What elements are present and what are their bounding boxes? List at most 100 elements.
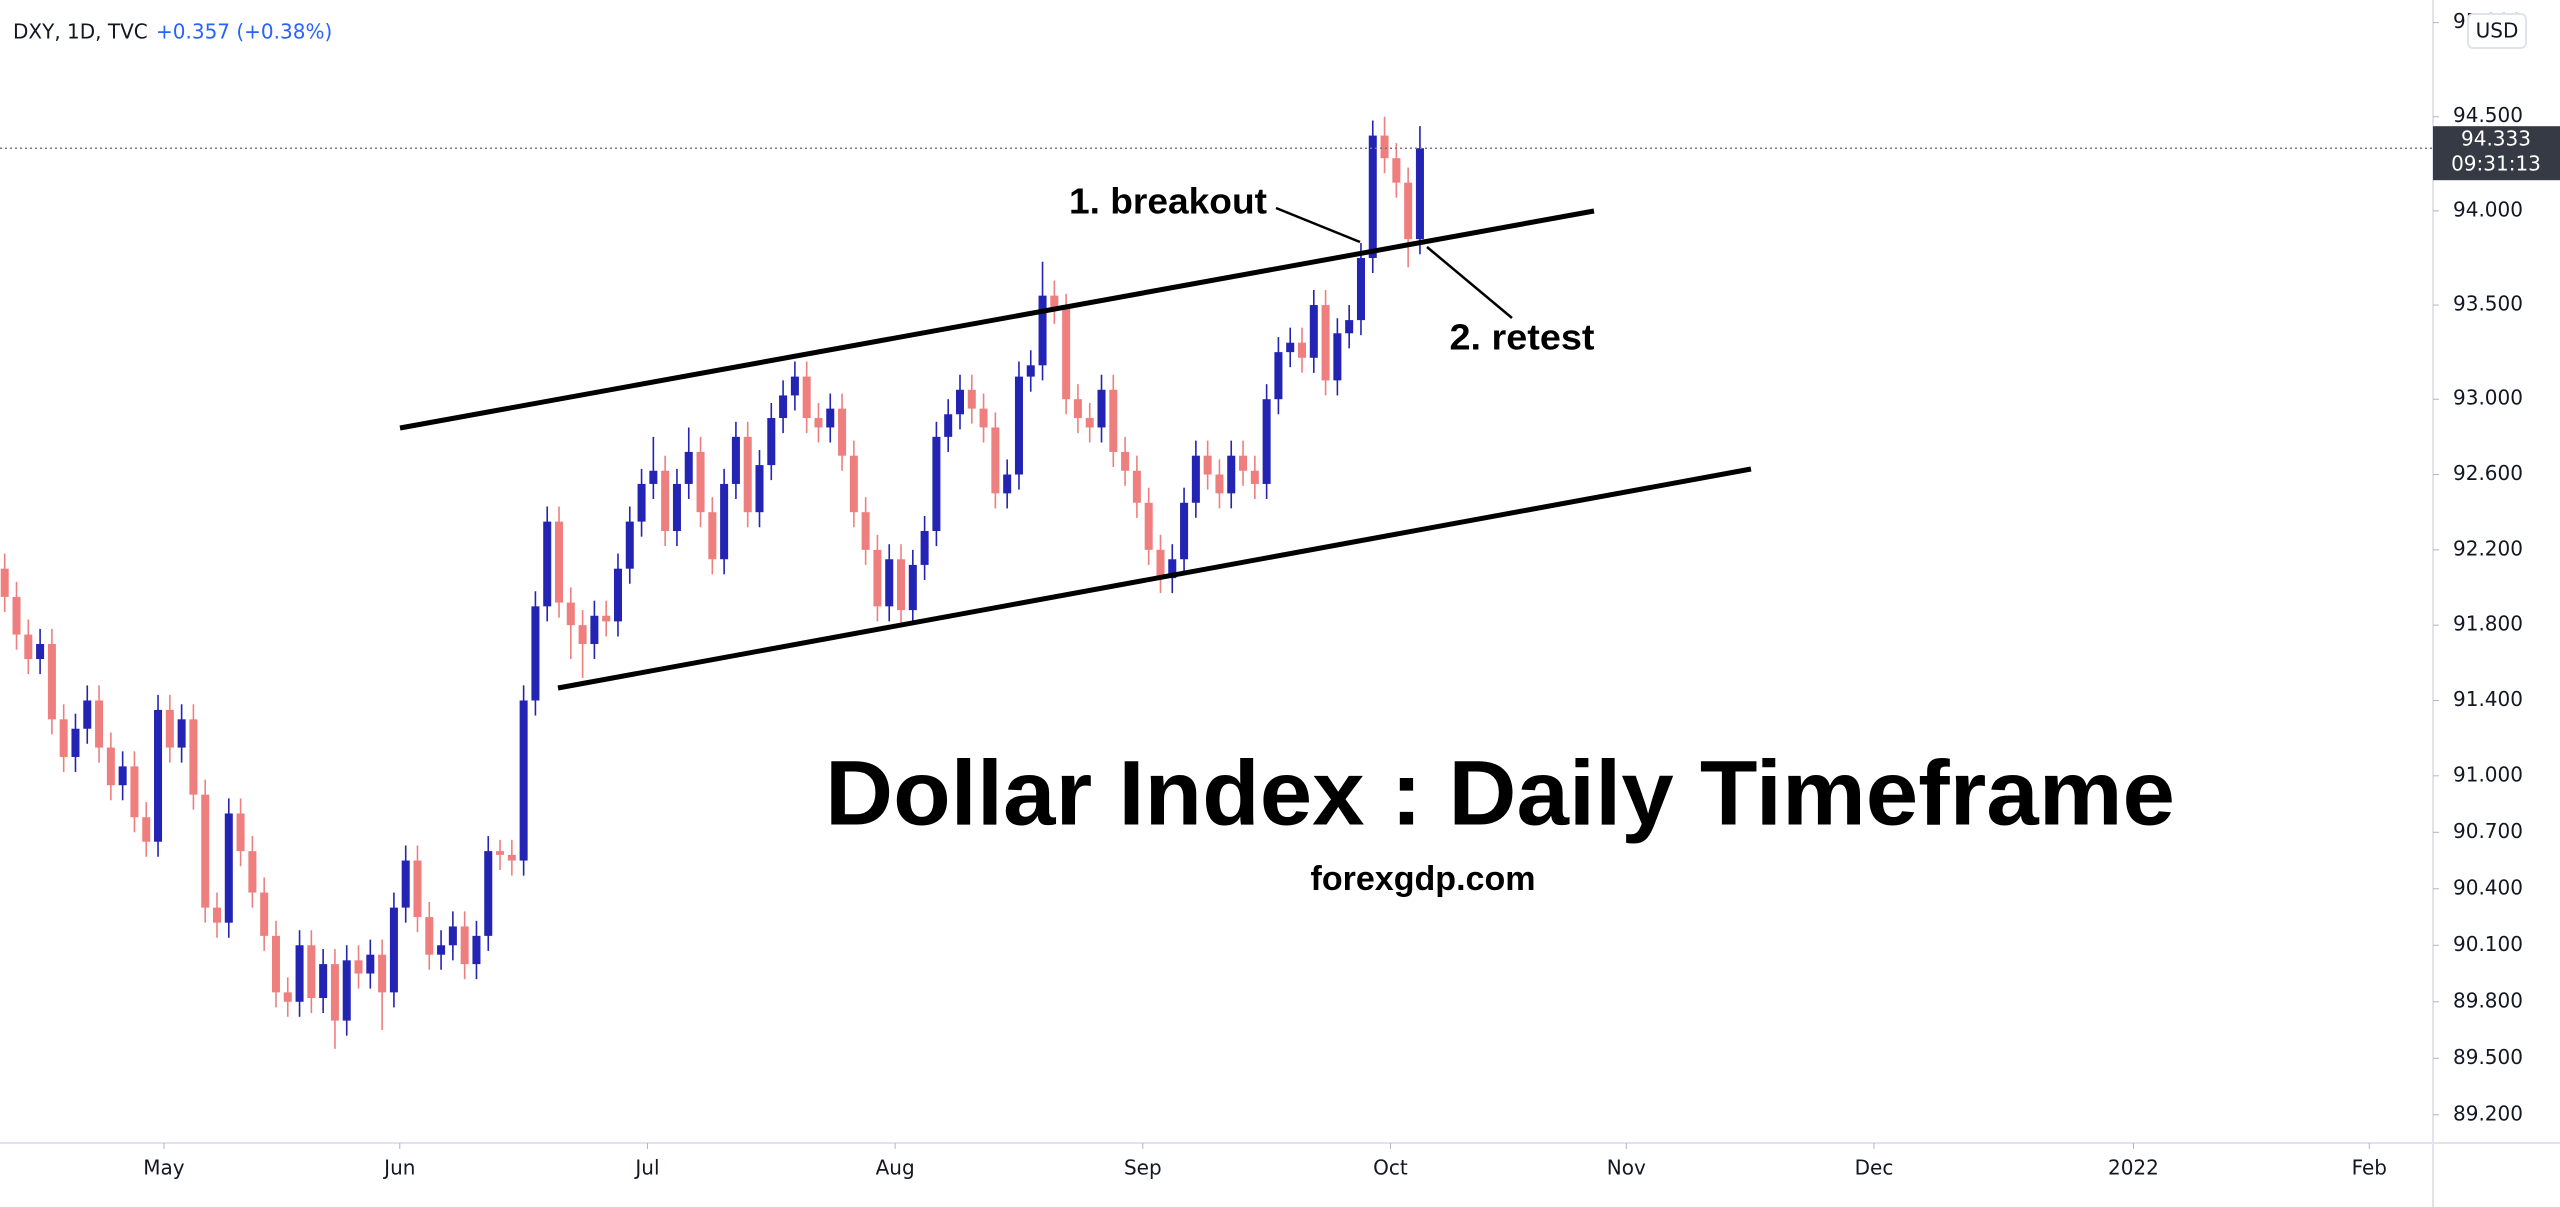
x-tick-label: Jul	[633, 1156, 659, 1180]
x-tick-label: May	[143, 1156, 185, 1180]
candle-body	[849, 455, 858, 513]
candle-body	[861, 512, 870, 550]
candle-body	[1168, 559, 1177, 579]
x-tick-label: Oct	[1373, 1156, 1408, 1180]
candle-body	[95, 700, 104, 748]
y-tick-label: 89.500	[2453, 1045, 2523, 1069]
candle-body	[814, 418, 823, 428]
candle-body	[838, 408, 847, 456]
candle-body	[661, 470, 670, 532]
candle-body	[83, 700, 92, 729]
candle-body	[224, 813, 233, 923]
y-tick-label: 89.200	[2453, 1101, 2523, 1125]
candle-body	[413, 860, 422, 918]
candle-body	[1333, 333, 1342, 381]
candle-body	[271, 935, 280, 993]
currency-box	[2467, 13, 2527, 49]
candle-body	[165, 709, 174, 748]
candle-body	[1191, 455, 1200, 503]
candle-body	[1156, 549, 1165, 579]
candle-body	[731, 436, 740, 484]
candle-body	[154, 709, 163, 842]
y-tick-label: 91.400	[2453, 687, 2523, 711]
candle-body	[967, 389, 976, 409]
candle-body	[519, 700, 528, 861]
y-tick-label: 94.000	[2453, 197, 2523, 221]
candle-body	[201, 794, 210, 908]
candle-body	[1380, 135, 1389, 159]
x-tick-label: 2022	[2108, 1156, 2159, 1180]
y-tick-label: 90.100	[2453, 932, 2523, 956]
candle-body	[1239, 455, 1248, 471]
candle-body	[1392, 158, 1401, 183]
candle-body	[1038, 295, 1047, 366]
candle-body	[212, 907, 222, 923]
candle-body	[932, 436, 941, 532]
candle-body	[908, 564, 917, 611]
x-tick-label: Jun	[382, 1156, 415, 1180]
candle-body	[944, 414, 953, 437]
candle-body	[1321, 305, 1330, 381]
candle-body	[1062, 308, 1071, 400]
x-tick-label: Nov	[1607, 1156, 1646, 1180]
candle-body	[1121, 451, 1130, 471]
candle-body	[1227, 455, 1236, 494]
candle-body	[378, 954, 387, 993]
candle-body	[106, 747, 115, 786]
y-tick-label: 92.600	[2453, 461, 2523, 485]
y-tick-label: 93.000	[2453, 386, 2523, 410]
candle-body	[578, 625, 587, 644]
candle-body	[118, 766, 127, 786]
candle-body	[991, 427, 1000, 494]
candle-body	[307, 945, 316, 999]
y-tick-label: 89.800	[2453, 988, 2523, 1012]
candle-body	[826, 408, 835, 428]
candle-body	[779, 395, 788, 419]
y-tick-label: 93.500	[2453, 292, 2523, 316]
candle-body	[59, 719, 68, 757]
price-change: +0.357 (+0.38%)	[156, 20, 332, 44]
candle-body	[177, 719, 186, 748]
candle-body	[1109, 389, 1118, 452]
y-tick-label: 94.500	[2453, 103, 2523, 127]
candle-body	[955, 389, 965, 415]
candle-body	[189, 719, 198, 795]
candle-body	[897, 559, 906, 611]
candle-body	[1274, 352, 1283, 400]
candle-body	[0, 568, 9, 597]
symbol-info: DXY, 1D, TVC	[13, 20, 148, 44]
candle-body	[802, 376, 811, 419]
candle-body	[1085, 418, 1094, 428]
candle-body	[401, 860, 410, 908]
candle-body	[130, 766, 139, 818]
candle-body	[555, 521, 564, 603]
currency-label: USD	[2476, 19, 2519, 43]
candle-body	[1309, 305, 1318, 358]
candle-body	[708, 512, 717, 560]
candle-body	[47, 643, 56, 720]
candle-body	[1368, 135, 1377, 258]
candle-body	[295, 945, 304, 1002]
candle-body	[437, 945, 446, 955]
retest-pointer	[1426, 246, 1513, 319]
y-tick-label: 91.000	[2453, 762, 2523, 786]
candle-body	[342, 960, 351, 1021]
x-tick-label: Aug	[876, 1156, 915, 1180]
candle-body	[248, 851, 257, 893]
annotations: 1. breakout 2. retest Dollar Index : Dai…	[399, 181, 2175, 898]
candle-body	[637, 483, 646, 522]
candle-body	[625, 521, 634, 569]
candle-body	[1132, 470, 1141, 503]
candle-body	[1050, 295, 1059, 309]
retest-label: 2. retest	[1450, 317, 1595, 358]
last-price-label: 94.333	[2461, 127, 2531, 151]
candle-body	[543, 521, 552, 607]
breakout-label: 1. breakout	[1069, 181, 1267, 222]
chart-title: Dollar Index : Daily Timeframe	[825, 742, 2175, 844]
candle-body	[1003, 474, 1012, 494]
candle-body	[366, 954, 375, 974]
candle-body	[12, 596, 21, 635]
candle-body	[743, 436, 752, 513]
candle-body	[790, 376, 799, 396]
